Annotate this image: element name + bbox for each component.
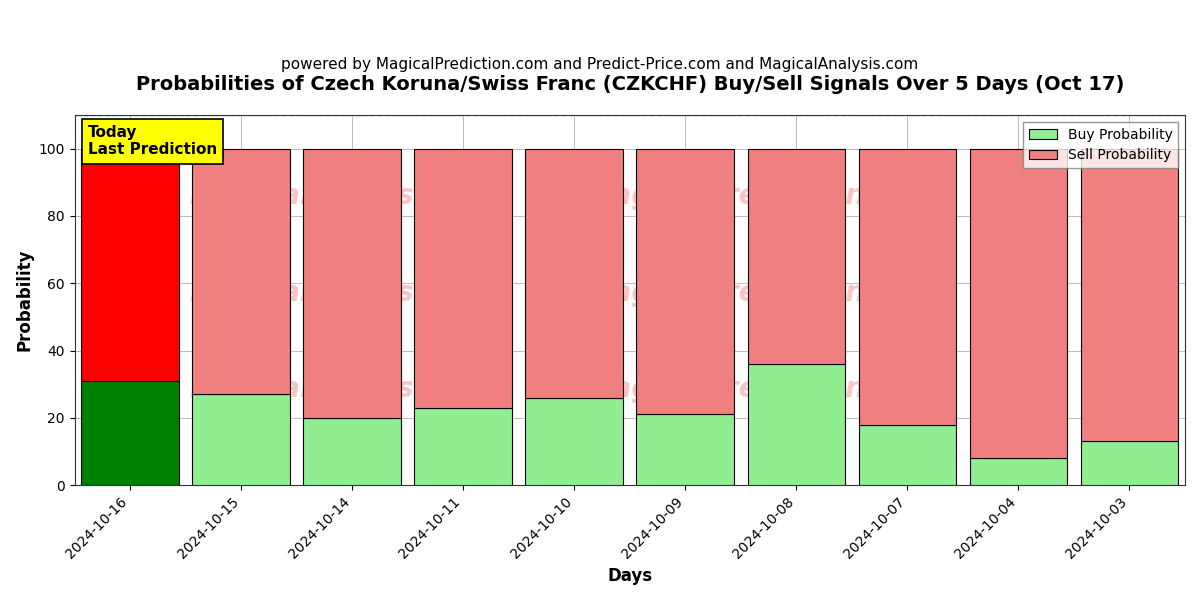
Bar <box>858 425 956 485</box>
Bar <box>1081 442 1178 485</box>
Text: MagicalPrediction.com: MagicalPrediction.com <box>586 278 941 307</box>
Bar <box>192 394 290 485</box>
Bar <box>304 418 401 485</box>
Bar <box>304 149 401 418</box>
Bar <box>526 398 623 485</box>
Text: powered by MagicalPrediction.com and Predict-Price.com and MagicalAnalysis.com: powered by MagicalPrediction.com and Pre… <box>281 57 919 72</box>
Text: MagicalAnalysis.com: MagicalAnalysis.com <box>190 182 515 211</box>
Bar <box>192 149 290 394</box>
Y-axis label: Probability: Probability <box>16 249 34 352</box>
Bar <box>526 149 623 398</box>
Bar <box>636 149 734 415</box>
Text: Today
Last Prediction: Today Last Prediction <box>88 125 217 157</box>
Text: MagicalAnalysis.com: MagicalAnalysis.com <box>190 278 515 307</box>
Bar <box>970 458 1067 485</box>
Bar <box>970 149 1067 458</box>
Bar <box>858 149 956 425</box>
X-axis label: Days: Days <box>607 567 653 585</box>
Bar <box>82 149 179 381</box>
Text: MagicalPrediction.com: MagicalPrediction.com <box>586 375 941 403</box>
Title: Probabilities of Czech Koruna/Swiss Franc (CZKCHF) Buy/Sell Signals Over 5 Days : Probabilities of Czech Koruna/Swiss Fran… <box>136 75 1124 94</box>
Bar <box>82 381 179 485</box>
Legend: Buy Probability, Sell Probability: Buy Probability, Sell Probability <box>1024 122 1178 168</box>
Text: MagicalAnalysis.com: MagicalAnalysis.com <box>190 375 515 403</box>
Bar <box>414 149 512 408</box>
Bar <box>748 364 845 485</box>
Text: MagicalPrediction.com: MagicalPrediction.com <box>586 182 941 211</box>
Bar <box>748 149 845 364</box>
Bar <box>414 408 512 485</box>
Bar <box>636 415 734 485</box>
Bar <box>1081 149 1178 442</box>
